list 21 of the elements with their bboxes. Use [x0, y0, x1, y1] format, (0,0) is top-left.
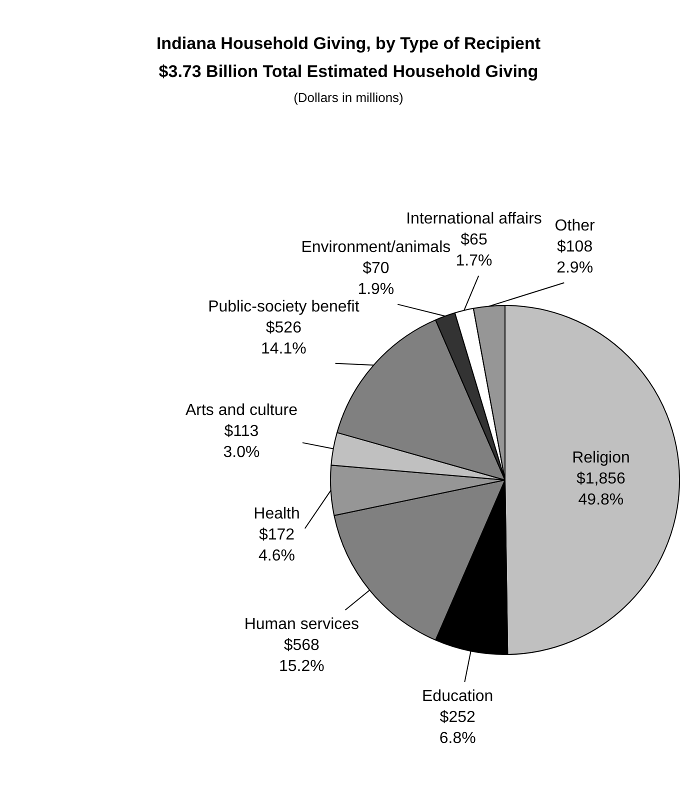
- slice-label: Arts and culture: [185, 402, 298, 419]
- data-label: $1,856 49.8%: [576, 470, 626, 509]
- slice-label: Education: [422, 688, 494, 705]
- slice-label: Health: [254, 506, 300, 523]
- data-label: $568 15.2%: [278, 636, 324, 675]
- chart-subtitle: $3.73 Billion Total Estimated Household Giving: [158, 61, 540, 83]
- data-label: $113 3.0%: [223, 422, 260, 461]
- data-label: $70 1.9%: [358, 260, 394, 298]
- data-label: $526 14.1%: [260, 319, 306, 358]
- slice-label: International affairs: [406, 210, 542, 228]
- slice-label: Human services: [244, 616, 360, 633]
- text: (Dollars in millions): [292, 90, 404, 105]
- chart-title: Indiana Household Giving, by Type of Recipient: [155, 33, 542, 55]
- slice-label: Religion: [572, 450, 630, 467]
- data-label: $65 1.7%: [456, 232, 492, 270]
- data-label: $108 2.9%: [556, 238, 594, 277]
- data-label: $172 4.6%: [258, 526, 295, 565]
- slice-label: Other: [554, 218, 596, 235]
- slice-label: Environment/animals: [301, 239, 451, 256]
- slice-label: Public-society benefit: [208, 298, 360, 316]
- data-label: $252 6.8%: [439, 708, 476, 747]
